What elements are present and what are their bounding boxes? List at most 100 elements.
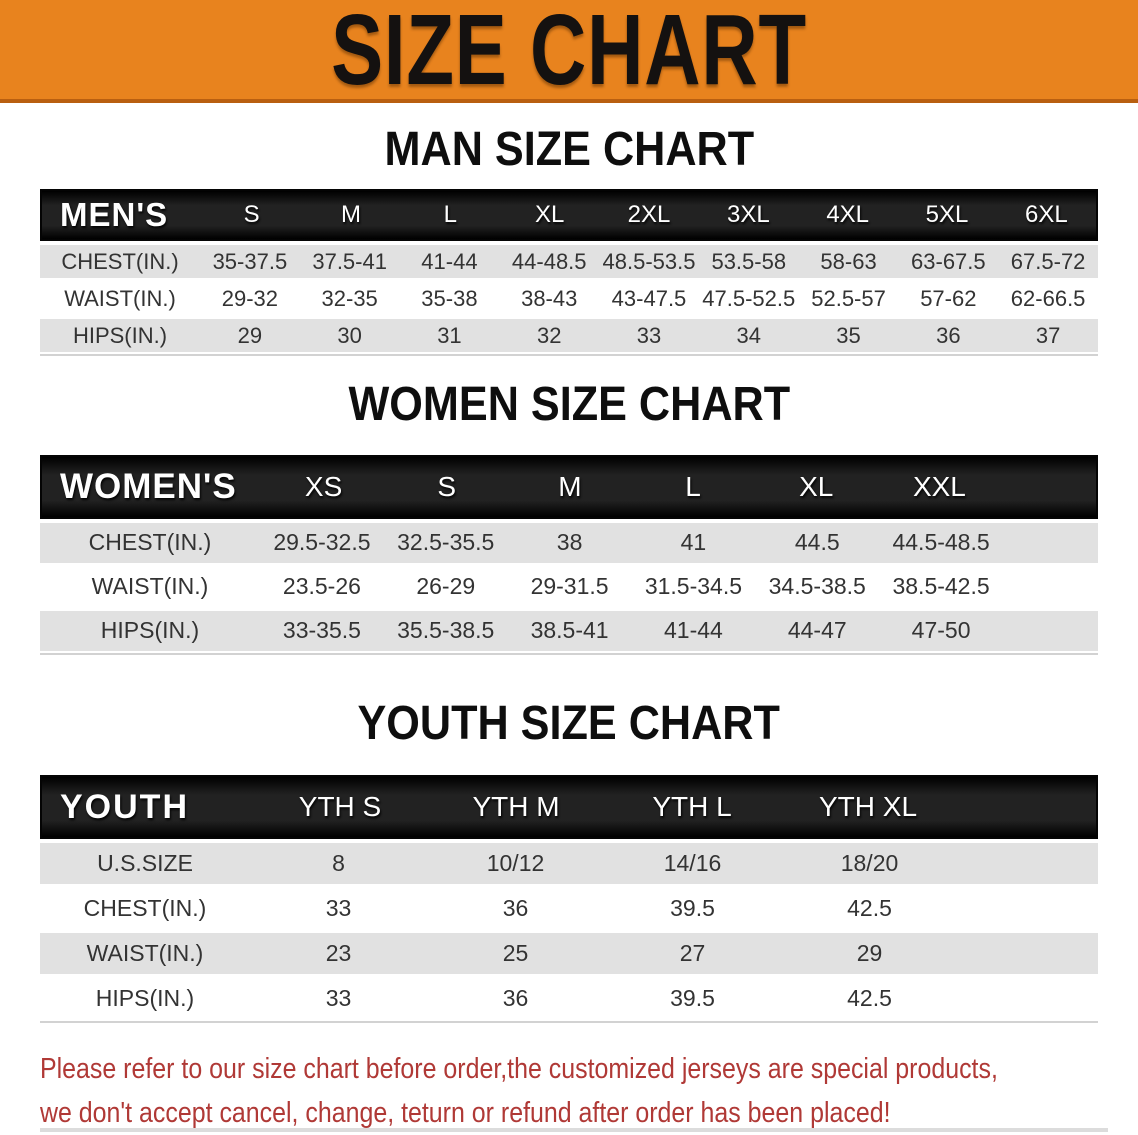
banner-title: SIZE CHART	[331, 0, 807, 106]
size-column-header: 6XL	[1024, 201, 1068, 229]
measurement-value: 31	[437, 322, 462, 348]
measurement-value: 41-44	[664, 617, 723, 644]
order-policy-line-2: we don't accept cancel, change, teturn o…	[40, 1097, 891, 1130]
measurement-value: 62-66.5	[1010, 285, 1086, 311]
measurement-value: 38	[556, 529, 583, 556]
measurement-label: WAIST(IN.)	[91, 573, 209, 600]
measurement-value: 23.5-26	[282, 573, 361, 600]
measurement-row: HIPS(IN.) 29 30 31 32 33 34 35 36 37	[40, 319, 1098, 353]
size-table-body: CHEST(IN.) 29.5-32.5 32.5-35.5 38 41 44.5 44.5…	[40, 519, 1098, 651]
size-group-label: YOUTH	[60, 787, 189, 826]
measurement-label: WAIST(IN.)	[86, 940, 204, 967]
measurement-value: 30	[337, 322, 362, 348]
size-table-header-row: WOMEN'S XS S M L XL XXL	[40, 454, 1098, 519]
size-column-header: S	[437, 470, 457, 502]
measurement-value: 47-50	[911, 617, 971, 644]
measurement-label: U.S.SIZE	[97, 850, 193, 877]
section-heading-text: WOMEN SIZE CHART	[348, 378, 790, 432]
measurement-row: WAIST(IN.) 23.5-26 26-29 29-31.5 31.5-34.5 34…	[40, 566, 1098, 607]
size-column-header: 4XL	[826, 201, 870, 229]
section-heading: WOMEN SIZE CHART	[0, 378, 1138, 432]
measurement-row: HIPS(IN.) 33 36 39.5 42.5	[40, 978, 1098, 1020]
measurement-value: 48.5-53.5	[602, 248, 696, 274]
measurement-row: CHEST(IN.) 35-37.5 37.5-41 41-44 44-48.5 48.5…	[40, 245, 1098, 279]
size-table: YOUTH YTH S YTH M YTH L YTH XL U.S.SIZE 8 10/…	[40, 775, 1098, 1024]
size-column-header: XXL	[912, 470, 966, 502]
measurement-value: 18/20	[840, 850, 899, 877]
size-chart-section-men: MAN SIZE CHART MEN'S S M L XL 2XL 3XL 4XL 5XL 6X…	[0, 123, 1138, 357]
measurement-row: U.S.SIZE 8 10/12 14/16 18/20	[40, 843, 1098, 885]
measurement-value: 63-67.5	[911, 248, 986, 274]
measurement-value: 34	[736, 322, 761, 348]
measurement-row: HIPS(IN.) 33-35.5 35.5-38.5 38.5-41 41-44 44-…	[40, 610, 1098, 651]
size-column-header: 2XL	[627, 201, 671, 229]
measurement-value: 53.5-58	[711, 248, 787, 274]
measurement-value: 44-47	[787, 617, 847, 644]
measurement-value: 37.5-41	[312, 248, 387, 274]
size-column-header: XL	[799, 470, 834, 502]
measurement-value: 32.5-35.5	[397, 529, 495, 556]
measurement-label: HIPS(IN.)	[100, 617, 200, 644]
measurement-value: 58-63	[820, 248, 877, 274]
measurement-value: 33	[325, 895, 352, 922]
measurement-row: WAIST(IN.) 29-32 32-35 35-38 38-43 43-47.5 47.…	[40, 282, 1098, 316]
section-heading: YOUTH SIZE CHART	[0, 696, 1138, 750]
measurement-value: 32	[536, 322, 562, 348]
measurement-value: 52.5-57	[811, 285, 886, 311]
measurement-value: 29-31.5	[530, 573, 609, 600]
order-policy-note: Please refer to our size chart before or…	[40, 1047, 1138, 1135]
size-column-header: 3XL	[726, 201, 770, 229]
measurement-value: 42.5	[847, 895, 892, 922]
measurement-value: 39.5	[670, 895, 715, 922]
measurement-value: 26-29	[416, 573, 476, 600]
size-chart-sections: MAN SIZE CHART MEN'S S M L XL 2XL 3XL 4XL 5XL 6X…	[0, 123, 1138, 1024]
measurement-value: 38-43	[521, 285, 578, 311]
measurement-value: 41	[680, 529, 707, 556]
section-heading: MAN SIZE CHART	[0, 123, 1138, 176]
size-column-header: XS	[304, 470, 343, 502]
measurement-row: CHEST(IN.) 33 36 39.5 42.5	[40, 888, 1098, 930]
measurement-value: 8	[332, 850, 345, 877]
measurement-row: CHEST(IN.) 29.5-32.5 32.5-35.5 38 41 44.5 44.5…	[40, 522, 1098, 563]
measurement-value: 42.5	[847, 985, 892, 1012]
measurement-value: 47.5-52.5	[702, 285, 796, 311]
measurement-value: 31.5-34.5	[644, 573, 743, 600]
measurement-value: 38.5-41	[530, 617, 609, 644]
measurement-value: 29.5-32.5	[273, 529, 371, 556]
size-table-header-row: YOUTH YTH S YTH M YTH L YTH XL	[40, 775, 1098, 840]
size-group-label: MEN'S	[60, 196, 169, 234]
measurement-label: CHEST(IN.)	[88, 529, 212, 556]
measurement-label: HIPS(IN.)	[72, 322, 168, 348]
measurement-value: 36	[502, 985, 529, 1012]
size-column-header: XL	[534, 201, 565, 229]
measurement-value: 43-47.5	[611, 285, 687, 311]
measurement-value: 35-38	[421, 285, 478, 311]
measurement-value: 67.5-72	[1010, 248, 1086, 274]
measurement-value: 44.5	[794, 529, 840, 556]
measurement-value: 14/16	[663, 850, 722, 877]
measurement-value: 38.5-42.5	[892, 573, 990, 600]
size-column-header: YTH L	[652, 791, 732, 823]
size-chart-banner: SIZE CHART	[0, 0, 1138, 103]
size-chart-section-youth: YOUTH SIZE CHART YOUTH YTH S YTH M YTH L YT…	[0, 696, 1138, 1024]
measurement-value: 44-48.5	[511, 248, 587, 274]
measurement-row: WAIST(IN.) 23 25 27 29	[40, 933, 1098, 975]
measurement-value: 23	[325, 940, 352, 967]
measurement-value: 29	[237, 322, 263, 348]
measurement-value: 25	[502, 940, 529, 967]
size-column-header: 5XL	[925, 201, 969, 229]
section-heading-text: YOUTH SIZE CHART	[357, 696, 781, 750]
measurement-label: WAIST(IN.)	[64, 285, 176, 311]
measurement-value: 35.5-38.5	[397, 617, 495, 644]
measurement-value: 36	[502, 895, 529, 922]
size-group-label: WOMEN'S	[60, 466, 237, 506]
order-policy-line-1: Please refer to our size chart before or…	[40, 1053, 998, 1086]
section-heading-text: MAN SIZE CHART	[384, 123, 754, 176]
size-column-header: YTH XL	[818, 791, 918, 823]
measurement-label: CHEST(IN.)	[83, 895, 207, 922]
measurement-value: 41-44	[421, 248, 478, 274]
size-table-body: U.S.SIZE 8 10/12 14/16 18/20 CHEST(IN.) 33 36 39…	[40, 839, 1098, 1020]
measurement-value: 36	[936, 322, 961, 348]
size-table: WOMEN'S XS S M L XL XXL CHEST(IN.) 29.5-32.5 32…	[40, 454, 1098, 655]
measurement-value: 27	[679, 940, 706, 967]
